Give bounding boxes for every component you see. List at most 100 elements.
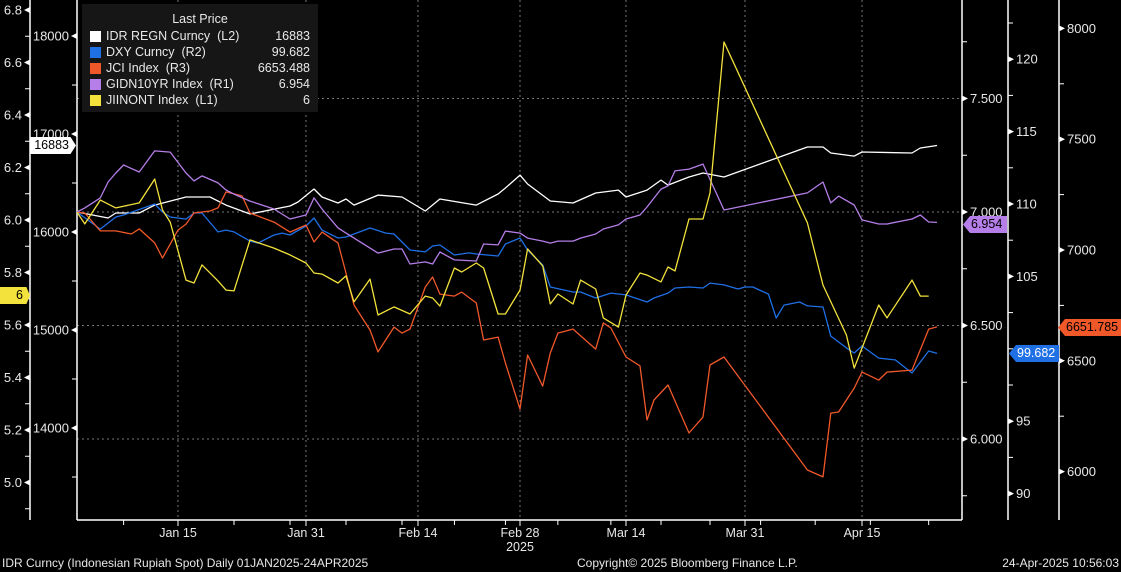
legend-value: 99.682 bbox=[271, 45, 310, 59]
y-tick-label-l1: 5.4 bbox=[4, 370, 22, 385]
axis-tick-arrow bbox=[24, 217, 30, 223]
series-line-jiinont bbox=[76, 41, 929, 369]
y-tick-label-l2: 15000 bbox=[33, 323, 69, 338]
dxy-last-price-tag: 99.682 bbox=[1009, 345, 1059, 362]
y-tick-label-r2: 105 bbox=[1016, 269, 1038, 284]
axis-tick-arrow bbox=[1008, 128, 1014, 135]
y-tick-label-l1: 5.2 bbox=[4, 423, 22, 438]
legend-name: IDR REGN Curncy (L2) bbox=[106, 29, 240, 43]
axis-tick-arrow bbox=[1059, 25, 1065, 32]
legend-swatch bbox=[90, 30, 101, 42]
y-tick-label-r3: 7500 bbox=[1067, 132, 1096, 147]
x-tick-label: Jan 15 bbox=[159, 526, 197, 540]
y-tick-label-r1: 7.500 bbox=[970, 91, 1003, 106]
jci-last-price-tag: 6651.785 bbox=[1058, 319, 1121, 336]
axis-tick-arrow bbox=[1008, 490, 1014, 497]
legend-item-jiinont: JIINONT Index (L1) 6 bbox=[90, 92, 310, 108]
y-tick-label-l2: 18000 bbox=[33, 29, 69, 44]
legend-title: Last Price bbox=[172, 12, 228, 26]
legend-item-dxy: DXY Curncy (R2) 99.682 bbox=[90, 44, 310, 60]
legend-swatch bbox=[90, 46, 101, 58]
y-tick-label-l1: 5.8 bbox=[4, 265, 22, 280]
legend: Last Price IDR REGN Curncy (L2) 16883 DX… bbox=[82, 4, 318, 112]
legend-name: GIDN10YR Index (R1) bbox=[106, 77, 234, 91]
x-tick-label: Apr 15 bbox=[844, 526, 881, 540]
axis-tick-arrow bbox=[24, 322, 30, 328]
y-tick-label-r3: 8000 bbox=[1067, 21, 1096, 36]
y-tick-label-l1: 6.6 bbox=[4, 55, 22, 70]
series-line-idr bbox=[76, 144, 938, 219]
axis-tick-arrow bbox=[24, 164, 30, 171]
axis-tick-arrow bbox=[71, 229, 77, 235]
legend-value: 16883 bbox=[275, 29, 310, 43]
axis-tick-arrow bbox=[1008, 201, 1014, 207]
y-tick-label-l1: 5.0 bbox=[4, 475, 22, 490]
axis-tick-arrow bbox=[71, 131, 77, 137]
legend-value: 6653.488 bbox=[257, 61, 310, 75]
x-tick-label: Mar 14 bbox=[607, 526, 646, 540]
axis-tick-arrow bbox=[71, 425, 77, 431]
axis-tick-arrow bbox=[1008, 273, 1014, 280]
x-tick-label: Mar 31 bbox=[726, 526, 765, 540]
axis-tick-arrow bbox=[71, 327, 77, 333]
series-line-jci bbox=[76, 191, 938, 478]
footer-security-info: IDR Curncy (Indonesian Rupiah Spot) Dail… bbox=[2, 556, 369, 570]
y-tick-label-r1: 6.500 bbox=[970, 318, 1003, 333]
gidn-last-price-tag: 6.954 bbox=[963, 216, 1007, 233]
axis-tick-arrow bbox=[24, 269, 30, 276]
y-tick-label-l1: 6.4 bbox=[4, 108, 22, 123]
footer-copyright: Copyright© 2025 Bloomberg Finance L.P. bbox=[577, 556, 798, 570]
y-tick-label-r2: 95 bbox=[1016, 414, 1030, 429]
y-tick-label-l2: 16000 bbox=[33, 225, 69, 240]
axis-tick-arrow bbox=[24, 479, 30, 486]
x-axis-year-label: 2025 bbox=[506, 540, 534, 554]
series-line-dxy bbox=[76, 203, 938, 374]
y-tick-label-r1: 6.000 bbox=[970, 432, 1003, 447]
y-tick-label-r2: 115 bbox=[1016, 124, 1037, 139]
axis-tick-arrow bbox=[24, 427, 30, 433]
y-tick-label-r2: 120 bbox=[1016, 52, 1038, 67]
axis-tick-arrow bbox=[24, 7, 30, 13]
legend-name: JCI Index (R3) bbox=[106, 61, 191, 75]
idr-last-price-tag: 16883 bbox=[30, 137, 76, 154]
axis-tick-arrow bbox=[1059, 247, 1065, 253]
y-tick-label-l2: 14000 bbox=[33, 421, 69, 436]
y-tick-label-r2: 90 bbox=[1016, 486, 1030, 501]
x-tick-label: Feb 28 bbox=[501, 526, 540, 540]
y-tick-label-r1: 7.000 bbox=[970, 205, 1003, 220]
x-tick-label: Jan 31 bbox=[287, 526, 325, 540]
axis-tick-arrow bbox=[1059, 136, 1065, 143]
axis-tick-arrow bbox=[1059, 468, 1065, 475]
axis-tick-arrow bbox=[71, 33, 77, 39]
legend-name: JIINONT Index (L1) bbox=[106, 93, 218, 107]
y-tick-label-l1: 6.2 bbox=[4, 160, 22, 175]
legend-item-idr: IDR REGN Curncy (L2) 16883 bbox=[90, 28, 310, 44]
axis-tick-arrow bbox=[962, 209, 968, 215]
axis-tick-arrow bbox=[962, 95, 968, 102]
y-tick-label-r3: 6500 bbox=[1067, 353, 1096, 368]
y-tick-label-l1: 5.6 bbox=[4, 318, 22, 333]
legend-value: 6 bbox=[303, 93, 310, 107]
y-tick-label-r3: 6000 bbox=[1067, 464, 1096, 479]
legend-name: DXY Curncy (R2) bbox=[106, 45, 206, 59]
axis-tick-arrow bbox=[1059, 357, 1065, 364]
legend-swatch bbox=[90, 62, 101, 74]
axis-tick-arrow bbox=[962, 436, 968, 442]
axis-tick-arrow bbox=[1008, 418, 1014, 425]
legend-item-jci: JCI Index (R3) 6653.488 bbox=[90, 60, 310, 76]
x-tick-label: Feb 14 bbox=[399, 526, 438, 540]
y-tick-label-l1: 6.8 bbox=[4, 3, 22, 18]
legend-value: 6.954 bbox=[278, 77, 310, 91]
y-tick-label-r2: 110 bbox=[1016, 197, 1037, 212]
legend-item-gidn: GIDN10YR Index (R1) 6.954 bbox=[90, 76, 310, 92]
axis-tick-arrow bbox=[24, 374, 30, 381]
legend-swatch bbox=[90, 94, 101, 106]
footer-timestamp: 24-Apr-2025 10:56:03 bbox=[1002, 556, 1119, 570]
axis-tick-arrow bbox=[24, 112, 30, 118]
y-tick-label-r3: 7000 bbox=[1067, 243, 1096, 258]
series-line-gidn bbox=[76, 150, 938, 265]
jiinont-last-price-tag: 6 bbox=[0, 287, 30, 304]
axis-tick-arrow bbox=[1008, 56, 1014, 63]
axis-tick-arrow bbox=[962, 322, 968, 329]
